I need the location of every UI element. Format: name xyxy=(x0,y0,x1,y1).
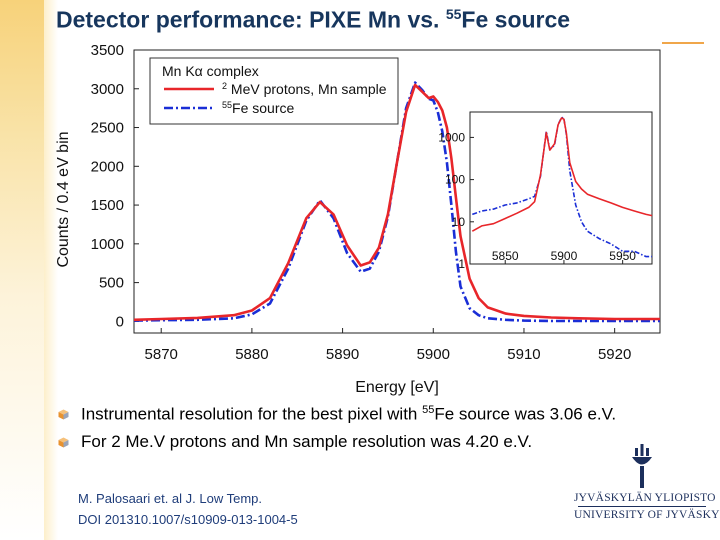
legend-box xyxy=(149,57,399,125)
inset-series-protons xyxy=(471,117,653,232)
y-tick-label: 1500 xyxy=(91,197,124,214)
bullet-text: Instrumental resolution for the best pix… xyxy=(81,403,617,424)
y-tick-label: 2000 xyxy=(91,158,124,175)
inset-frame xyxy=(469,111,653,265)
spectrum-chart: 5870 5880 5890 5900 5910 5920 0 500 1000 1500 2000… xyxy=(55,42,661,396)
series-line-protons xyxy=(133,83,660,322)
x-tick-label: 5910 xyxy=(507,346,540,363)
inset-y-tick-label: 100 xyxy=(445,173,465,187)
title-underline xyxy=(662,42,704,44)
y-tick-label: 500 xyxy=(99,275,124,292)
logo-divider xyxy=(578,506,706,507)
university-logo: JYVÄSKYLÄN YLIOPISTO UNIVERSITY OF JYVÄS… xyxy=(574,442,720,532)
y-tick-label: 1000 xyxy=(91,236,124,253)
bullet-item: Instrumental resolution for the best pix… xyxy=(58,400,616,428)
bullet-text: For 2 Me.V protons and Mn sample resolut… xyxy=(81,432,533,451)
bullet-list: Instrumental resolution for the best pix… xyxy=(58,400,616,456)
x-tick-label: 5890 xyxy=(326,346,359,363)
series-line-fe55-source xyxy=(133,81,660,323)
sidebar-decoration xyxy=(0,0,58,540)
y-tick-label: 0 xyxy=(116,313,124,330)
inset-x-tick-label: 5900 xyxy=(551,249,578,263)
torch-emblem-icon xyxy=(632,444,652,488)
y-tick-label: 3000 xyxy=(91,81,124,98)
cube-bullet-icon xyxy=(58,437,69,447)
x-axis-label: Energy [eV] xyxy=(355,379,439,396)
logo-text-english: UNIVERSITY OF JYVÄSKYLÄ xyxy=(574,509,720,521)
y-axis-label: Counts / 0.4 eV bin xyxy=(55,131,72,267)
x-tick-label: 5920 xyxy=(598,346,631,363)
inset-y-tick-label: 10 xyxy=(452,215,466,229)
logo-text-finnish: JYVÄSKYLÄN YLIOPISTO xyxy=(574,492,716,504)
legend-label: 55Fe source xyxy=(222,100,294,116)
cube-bullet-icon xyxy=(58,409,69,419)
legend-title: Mn Kα complex xyxy=(162,63,259,79)
citation-line: M. Palosaari et. al J. Low Temp. xyxy=(78,491,263,506)
x-tick-label: 5880 xyxy=(235,346,268,363)
inset-series-fe55-source xyxy=(472,116,652,258)
inset-x-tick-label: 5850 xyxy=(492,249,519,263)
inset-x-tick-label: 5950 xyxy=(609,249,636,263)
y-tick-label: 2500 xyxy=(91,120,124,137)
x-tick-label: 5870 xyxy=(145,346,178,363)
legend-label: 2 MeV protons, Mn sample xyxy=(222,81,387,97)
bullet-item: For 2 Me.V protons and Mn sample resolut… xyxy=(58,428,616,456)
slide-title: Detector performance: PIXE Mn vs. 55Fe s… xyxy=(56,6,571,33)
citation-line: DOI 201310.1007/s10909-013-1004-5 xyxy=(78,512,298,527)
inset-y-tick-label: 1000 xyxy=(438,130,465,144)
x-tick-label: 5900 xyxy=(417,346,450,363)
inset-y-tick-label: 1 xyxy=(458,257,465,271)
inset-chart: 5850 5900 5950 1 10 100 1000 xyxy=(438,111,653,271)
citation: M. Palosaari et. al J. Low Temp. DOI 201… xyxy=(78,488,298,530)
y-tick-label: 3500 xyxy=(91,42,124,59)
